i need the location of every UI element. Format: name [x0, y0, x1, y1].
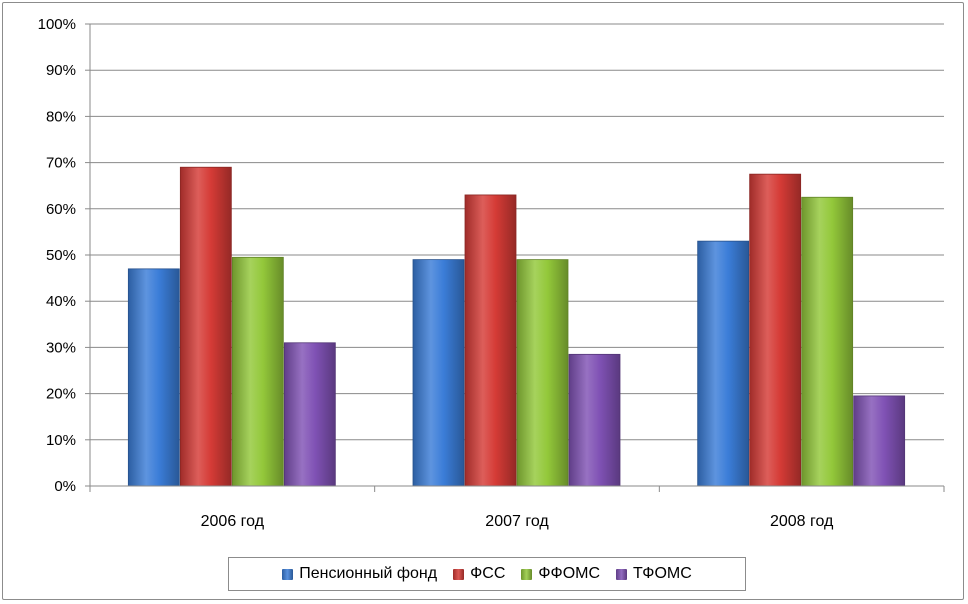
- bars: [127, 166, 906, 487]
- legend-item: ФФОМС: [521, 565, 600, 583]
- bar-3-3: [801, 196, 854, 487]
- legend-label: ТФОМС: [633, 565, 692, 582]
- y-tick-label: 70%: [46, 155, 76, 172]
- bar-3-2: [516, 259, 569, 487]
- legend-swatch: [616, 568, 628, 580]
- legend-label: ФФОМС: [538, 565, 601, 582]
- bar-2-2: [464, 194, 517, 487]
- y-tick-label: 100%: [38, 16, 76, 33]
- legend-item: ФСС: [453, 565, 505, 583]
- x-axis-ticks: 2006 год 2007 год 2008 год: [201, 513, 834, 530]
- legend-item: ТФОМС: [616, 565, 692, 583]
- bar-1-1: [127, 268, 180, 487]
- axes: [85, 23, 945, 492]
- y-tick-label: 0%: [54, 478, 76, 495]
- legend-swatch: [282, 568, 294, 580]
- legend-swatch: [453, 568, 465, 580]
- y-tick-label: 10%: [46, 432, 76, 449]
- x-tick-label: 2008 год: [770, 513, 834, 530]
- bar-4-3: [853, 395, 906, 487]
- x-tick-label: 2006 год: [201, 513, 265, 530]
- y-axis-ticks: 0% 10% 20% 30% 40% 50% 60% 70% 80% 90% 100%: [38, 16, 76, 495]
- bar-4-1: [283, 342, 336, 487]
- bar-2-1: [179, 166, 232, 487]
- y-tick-label: 90%: [46, 62, 76, 79]
- legend-item: Пенсионный фонд: [282, 565, 437, 583]
- y-tick-label: 80%: [46, 108, 76, 125]
- x-tick-label: 2007 год: [485, 513, 549, 530]
- bar-1-2: [412, 259, 465, 487]
- y-tick-label: 30%: [46, 339, 76, 356]
- legend-swatch: [521, 568, 533, 580]
- y-tick-label: 20%: [46, 386, 76, 403]
- bar-1-3: [697, 240, 750, 487]
- bar-4-2: [568, 353, 621, 487]
- legend-label: ФСС: [470, 565, 506, 582]
- bar-2-3: [749, 173, 802, 487]
- bar-3-1: [231, 256, 284, 487]
- y-tick-label: 50%: [46, 247, 76, 264]
- legend: Пенсионный фонд ФСС ФФОМС ТФОМС: [228, 557, 746, 591]
- y-tick-label: 60%: [46, 201, 76, 218]
- legend-label: Пенсионный фонд: [299, 565, 438, 582]
- y-tick-label: 40%: [46, 293, 76, 310]
